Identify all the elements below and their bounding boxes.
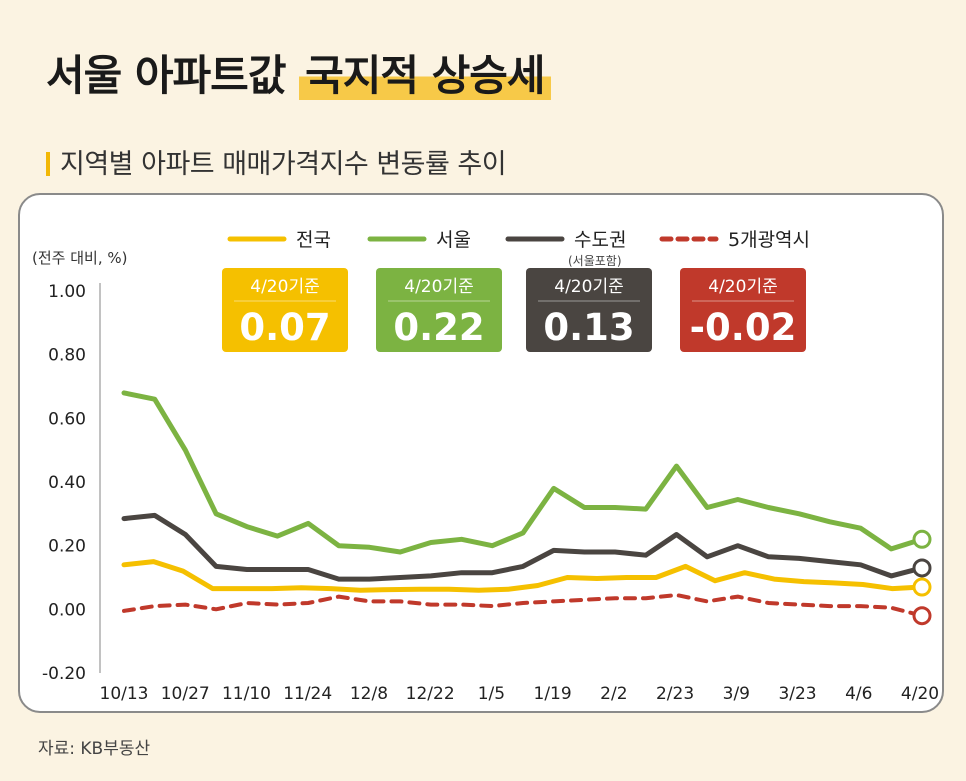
y-tick-label: -0.20 [42, 664, 86, 684]
series-endpoint-0 [912, 577, 932, 597]
badge-value: 0.13 [543, 306, 634, 349]
legend-label: 서울 [436, 229, 471, 251]
x-tick-label: 10/27 [161, 684, 210, 704]
page-title: 서울 아파트값 국지적 상승세 [46, 42, 551, 103]
value-badge-1 [376, 268, 502, 352]
series-line-2 [121, 512, 925, 582]
legend-label: 5개광역시 [728, 229, 810, 251]
badge-value: -0.02 [690, 306, 797, 349]
x-tick-label: 12/8 [350, 684, 388, 704]
x-tick-label: 10/13 [100, 684, 149, 704]
value-badge-3 [680, 268, 806, 352]
badge-value: 0.22 [393, 306, 484, 349]
x-tick-label: 1/19 [534, 684, 572, 704]
y-tick-label: 0.20 [48, 537, 86, 557]
subtitle-text: 지역별 아파트 매매가격지수 변동률 추이 [60, 149, 507, 180]
x-tick-label: 4/20 [901, 684, 939, 704]
series-line-3 [122, 593, 924, 618]
chart-panel: (전주 대비, %) 1.00 0.80 0.60 0.40 0.20 0.00 -0.20 1… [18, 193, 944, 713]
badge-value: 0.07 [239, 306, 330, 349]
y-axis-label: (전주 대비, %) [32, 249, 127, 267]
y-tick-label: 0.80 [48, 346, 86, 366]
series-line-0 [121, 559, 925, 593]
badge-label: 4/20기준 [250, 277, 319, 297]
legend-label: 수도권 [574, 229, 626, 251]
x-tick-label: 11/24 [283, 684, 332, 704]
chart-subtitle: 지역별 아파트 매매가격지수 변동률 추이 [46, 142, 507, 181]
badge-label: 4/20기준 [554, 277, 623, 297]
series-endpoint-2 [912, 558, 932, 578]
x-tick-label: 3/23 [778, 684, 816, 704]
y-tick-label: 0.00 [48, 600, 86, 620]
title-part1: 서울 아파트값 [46, 51, 286, 100]
x-tick-label: 12/22 [406, 684, 455, 704]
source-note: 자료: KB부동산 [38, 739, 151, 759]
value-badge-2 [526, 268, 652, 352]
title-highlight: 국지적 상승세 [299, 51, 551, 100]
subtitle-bar [46, 152, 50, 176]
series-endpoint-1 [912, 529, 932, 549]
x-tick-label: 2/23 [656, 684, 694, 704]
x-tick-label: 2/2 [600, 684, 627, 704]
y-tick-label: 1.00 [48, 282, 86, 302]
badge-label: 4/20기준 [708, 277, 777, 297]
x-tick-label: 1/5 [478, 684, 505, 704]
y-tick-label: 0.40 [48, 473, 86, 493]
series-line-1 [121, 390, 925, 555]
x-tick-label: 11/10 [222, 684, 271, 704]
badge-label: 4/20기준 [404, 277, 473, 297]
series-endpoint-3 [912, 606, 932, 626]
value-badge-0 [222, 268, 348, 352]
x-tick-label: 3/9 [723, 684, 750, 704]
x-tick-label: 4/6 [845, 684, 872, 704]
y-tick-label: 0.60 [48, 409, 86, 429]
legend-sublabel: (서울포함) [568, 254, 622, 268]
line-chart: (전주 대비, %) 1.00 0.80 0.60 0.40 0.20 0.00 -0.20 1… [32, 229, 939, 704]
legend-label: 전국 [296, 229, 331, 251]
